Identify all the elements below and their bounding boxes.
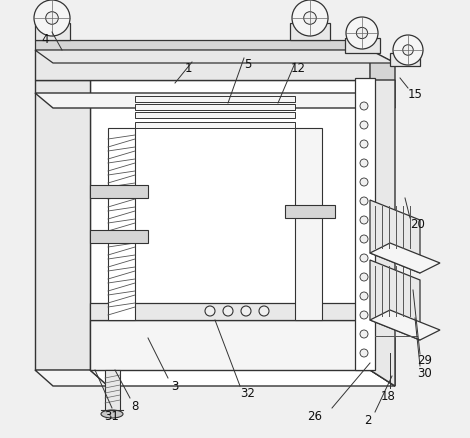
Text: 26: 26: [307, 410, 322, 423]
Circle shape: [360, 311, 368, 319]
Text: 3: 3: [171, 380, 179, 392]
Text: 30: 30: [418, 367, 432, 380]
Circle shape: [360, 179, 368, 187]
Text: 29: 29: [417, 354, 432, 367]
Text: 1: 1: [184, 62, 192, 75]
Polygon shape: [35, 94, 395, 109]
Polygon shape: [90, 230, 148, 244]
Circle shape: [403, 46, 413, 56]
Text: 8: 8: [131, 399, 139, 413]
Circle shape: [393, 36, 423, 66]
Polygon shape: [370, 81, 395, 386]
Polygon shape: [135, 123, 295, 129]
Polygon shape: [90, 370, 395, 386]
Polygon shape: [370, 310, 440, 340]
Polygon shape: [390, 54, 420, 67]
Text: 18: 18: [381, 390, 395, 403]
Polygon shape: [135, 113, 295, 119]
Polygon shape: [35, 24, 70, 41]
Circle shape: [360, 103, 368, 111]
Ellipse shape: [101, 410, 123, 418]
Circle shape: [205, 306, 215, 316]
Polygon shape: [355, 79, 375, 370]
Circle shape: [259, 306, 269, 316]
Polygon shape: [35, 81, 90, 370]
Polygon shape: [90, 303, 370, 320]
Polygon shape: [290, 24, 330, 41]
Text: 5: 5: [244, 58, 252, 71]
Circle shape: [360, 122, 368, 130]
Circle shape: [360, 141, 368, 148]
Circle shape: [356, 28, 368, 39]
Polygon shape: [370, 51, 395, 109]
Text: 12: 12: [290, 62, 306, 75]
Text: 2: 2: [364, 413, 372, 427]
Polygon shape: [345, 39, 380, 54]
Circle shape: [241, 306, 251, 316]
Polygon shape: [285, 205, 335, 219]
Circle shape: [360, 198, 368, 205]
Circle shape: [346, 18, 378, 50]
Polygon shape: [90, 320, 370, 370]
Polygon shape: [35, 41, 370, 51]
Polygon shape: [135, 105, 295, 111]
Circle shape: [304, 13, 316, 25]
Circle shape: [34, 1, 70, 37]
Polygon shape: [370, 201, 420, 273]
Circle shape: [360, 330, 368, 338]
Circle shape: [360, 236, 368, 244]
Text: 20: 20: [411, 217, 425, 230]
Polygon shape: [370, 320, 395, 386]
Circle shape: [360, 273, 368, 281]
Polygon shape: [135, 97, 295, 103]
Polygon shape: [90, 81, 370, 320]
Circle shape: [223, 306, 233, 316]
Text: 31: 31: [104, 410, 119, 423]
Circle shape: [360, 349, 368, 357]
Polygon shape: [295, 129, 322, 320]
Polygon shape: [370, 261, 420, 340]
Polygon shape: [35, 51, 370, 81]
Polygon shape: [35, 370, 108, 386]
Text: 4: 4: [41, 32, 49, 46]
Polygon shape: [370, 244, 440, 273]
Circle shape: [360, 216, 368, 225]
Circle shape: [46, 13, 58, 25]
Text: 32: 32: [241, 387, 255, 399]
Polygon shape: [90, 186, 148, 198]
Circle shape: [360, 254, 368, 262]
Circle shape: [360, 292, 368, 300]
Polygon shape: [105, 370, 120, 412]
Polygon shape: [35, 51, 395, 64]
Circle shape: [360, 159, 368, 168]
Text: 15: 15: [407, 87, 423, 100]
Circle shape: [292, 1, 328, 37]
Polygon shape: [108, 129, 135, 320]
